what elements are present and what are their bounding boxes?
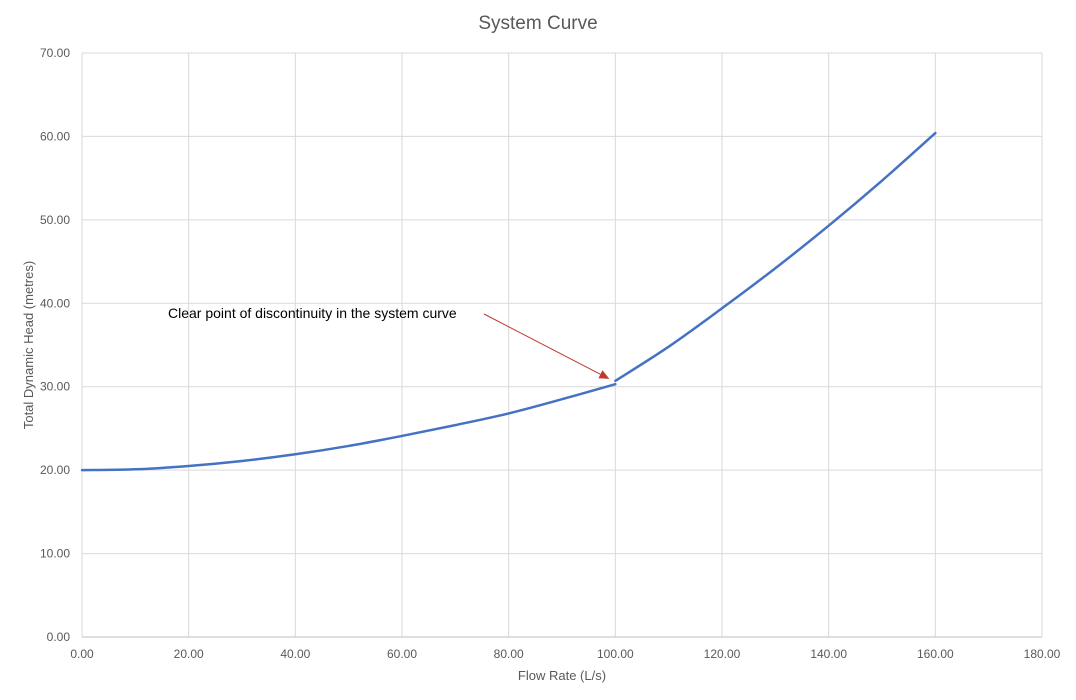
x-axis-title: Flow Rate (L/s) xyxy=(518,668,606,683)
y-tick-label: 70.00 xyxy=(40,46,70,60)
x-tick-label: 120.00 xyxy=(704,647,741,661)
y-tick-label: 10.00 xyxy=(40,547,70,561)
series-line xyxy=(614,131,937,383)
x-tick-labels: 0.00 20.00 40.00 60.00 80.00 100.00 120.00 140.… xyxy=(70,647,1060,661)
chart-title: System Curve xyxy=(478,13,597,34)
annotation: Clear point of discontinuity in the syst… xyxy=(168,305,610,379)
x-tick-label: 60.00 xyxy=(387,647,417,661)
x-tick-label: 100.00 xyxy=(597,647,634,661)
x-tick-label: 0.00 xyxy=(70,647,94,661)
series-layer xyxy=(80,131,937,472)
y-tick-label: 40.00 xyxy=(40,296,70,310)
annotation-arrowhead xyxy=(598,370,610,379)
annotation-label: Clear point of discontinuity in the syst… xyxy=(168,305,457,321)
y-axis-title: Total Dynamic Head (metres) xyxy=(21,261,36,429)
x-tick-label: 40.00 xyxy=(280,647,310,661)
x-tick-label: 140.00 xyxy=(810,647,847,661)
x-tick-label: 80.00 xyxy=(494,647,524,661)
y-tick-label: 20.00 xyxy=(40,463,70,477)
y-tick-label: 60.00 xyxy=(40,129,70,143)
y-tick-label: 0.00 xyxy=(47,630,71,644)
series-line xyxy=(80,382,617,472)
y-tick-label: 50.00 xyxy=(40,213,70,227)
annotation-arrow xyxy=(483,313,601,375)
y-tick-labels: 0.00 10.00 20.00 30.00 40.00 50.00 60.00 70.00 xyxy=(40,46,70,644)
x-tick-label: 20.00 xyxy=(174,647,204,661)
x-tick-label: 180.00 xyxy=(1024,647,1061,661)
grid-lines xyxy=(81,52,1043,637)
y-tick-label: 30.00 xyxy=(40,380,70,394)
x-tick-label: 160.00 xyxy=(917,647,954,661)
